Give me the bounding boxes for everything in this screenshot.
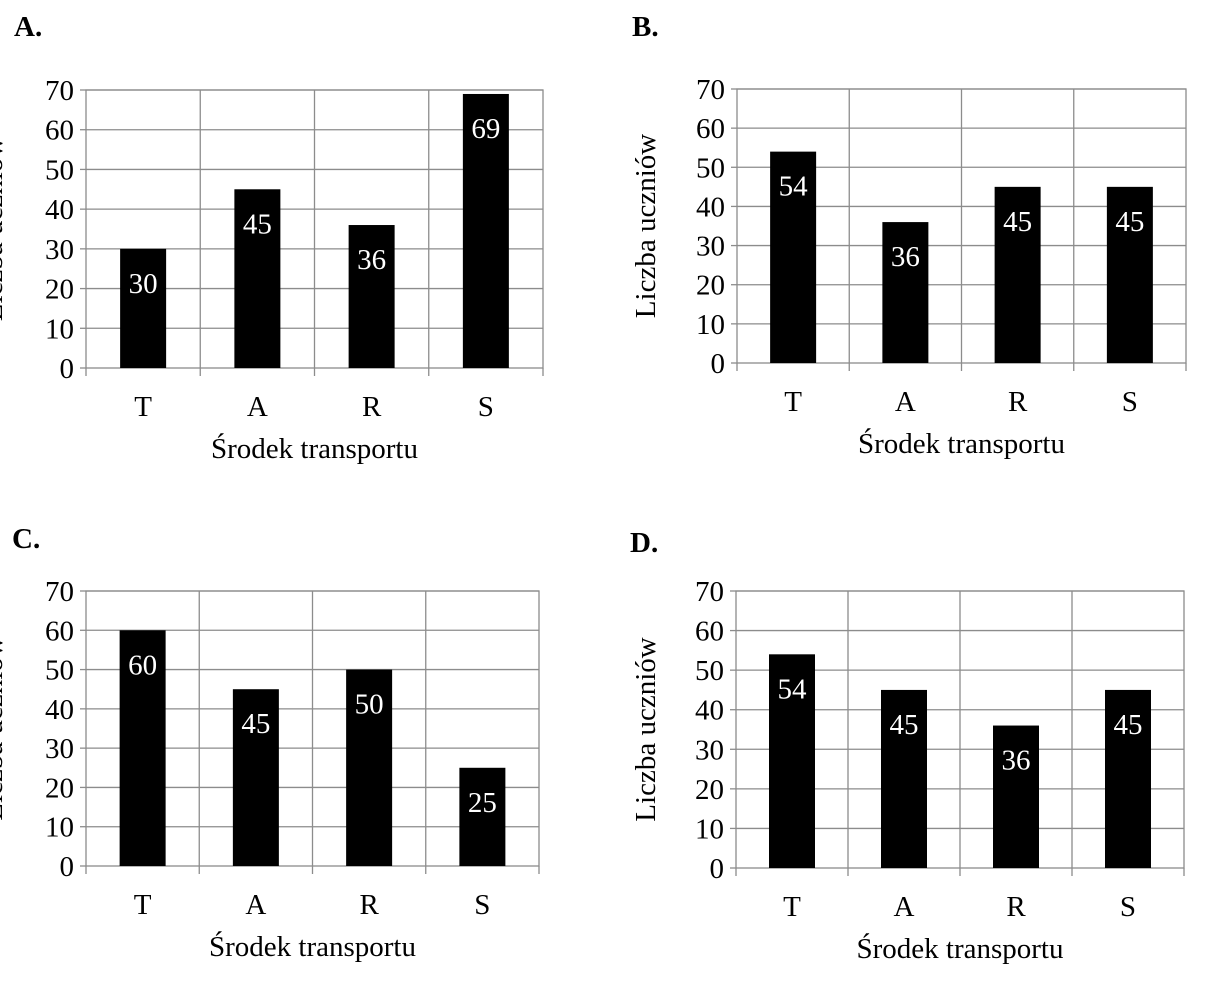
- chart-panel-d: D. 0 10 20 30 40 50 60 70 54 T 45 A 36 R 45 S Środek tran…: [630, 527, 1185, 965]
- chart-2-y-tick-label: 10: [45, 812, 74, 844]
- chart-2-bar-value-label: 45: [241, 708, 270, 740]
- chart-0-bar-a: [234, 189, 281, 368]
- chart-1-panel-label: B.: [632, 11, 659, 43]
- chart-0-y-tick-label: 10: [45, 313, 74, 345]
- chart-0-bar-value-label: 69: [471, 113, 500, 145]
- chart-1-y-tick-label: 20: [696, 270, 725, 302]
- chart-1-x-tick-label: A: [895, 386, 916, 418]
- chart-1-x-tick-label: T: [784, 386, 802, 418]
- chart-3-x-tick-label: R: [1006, 891, 1026, 923]
- chart-0-y-tick-label: 60: [45, 115, 74, 147]
- chart-1-x-axis-label: Środek transportu: [858, 427, 1065, 460]
- chart-0-x-tick-label: A: [247, 391, 268, 423]
- chart-2-bar-value-label: 50: [355, 689, 384, 721]
- chart-2-bar-r: [346, 669, 393, 866]
- chart-3-y-tick-label: 40: [695, 695, 724, 727]
- chart-0-y-tick-label: 20: [45, 274, 74, 306]
- chart-2-bar-s: [459, 767, 506, 866]
- chart-3-bar-t: [769, 654, 815, 868]
- chart-2-y-tick-label: 30: [45, 733, 74, 765]
- chart-0-bar-value-label: 36: [357, 244, 386, 276]
- chart-0-y-tick-label: 50: [45, 154, 74, 186]
- chart-2-panel-label: C.: [12, 523, 40, 555]
- chart-2-y-tick-label: 70: [45, 576, 74, 608]
- chart-3-y-axis-label: Liczba uczniów: [630, 637, 662, 821]
- chart-0-y-axis-label: Liczba uczniów: [0, 137, 9, 321]
- chart-1-bar-s: [1106, 186, 1153, 363]
- chart-0-bar-s: [462, 93, 509, 368]
- chart-3-bar-value-label: 45: [1114, 709, 1143, 741]
- chart-3-y-tick-label: 0: [710, 853, 725, 885]
- chart-1-bar-value-label: 36: [891, 241, 920, 273]
- chart-1-y-tick-label: 70: [696, 74, 725, 106]
- chart-2-y-axis-label: Liczba uczniów: [0, 636, 9, 820]
- chart-2-x-tick-label: T: [134, 889, 152, 921]
- chart-1-x-tick-label: R: [1008, 386, 1028, 418]
- chart-3-x-tick-label: A: [894, 891, 915, 923]
- chart-2-y-tick-label: 50: [45, 655, 74, 687]
- chart-3-y-tick-label: 10: [695, 813, 724, 845]
- chart-2-bar-value-label: 60: [128, 649, 157, 681]
- chart-0-bar-t: [120, 248, 167, 368]
- chart-3-x-axis-label: Środek transportu: [857, 932, 1064, 965]
- chart-0-y-tick-label: 0: [60, 353, 75, 385]
- chart-3-y-tick-label: 20: [695, 774, 724, 806]
- chart-3-panel-label: D.: [630, 527, 658, 559]
- chart-2-bar-a: [232, 689, 279, 866]
- chart-0-y-tick-label: 70: [45, 75, 74, 107]
- chart-panel-c: C. 0 10 20 30 40 50 60 70 60 T 45 A 50 R 25 S Środek tran…: [0, 523, 540, 963]
- chart-0-y-tick-label: 40: [45, 194, 74, 226]
- chart-0-panel-label: A.: [14, 11, 42, 43]
- chart-0-y-tick-label: 30: [45, 234, 74, 266]
- chart-0-bar-r: [348, 225, 395, 368]
- chart-3-x-tick-label: T: [783, 891, 801, 923]
- chart-3-bar-value-label: 54: [778, 673, 808, 705]
- chart-1-bar-value-label: 54: [779, 171, 809, 203]
- chart-1-bar-r: [994, 186, 1041, 363]
- chart-1-y-tick-label: 40: [696, 191, 725, 223]
- chart-1-bar-t: [770, 151, 817, 363]
- chart-0-x-tick-label: S: [478, 391, 494, 423]
- chart-2-y-tick-label: 60: [45, 615, 74, 647]
- chart-panel-b: B. 0 10 20 30 40 50 60 70 54 T 36 A 45 R 45 S Środek tran…: [630, 11, 1187, 460]
- chart-3-y-tick-label: 50: [695, 655, 724, 687]
- chart-2-x-tick-label: R: [359, 889, 379, 921]
- chart-1-y-tick-label: 50: [696, 152, 725, 184]
- chart-3-bar-r: [993, 725, 1039, 868]
- chart-panel-a: A. 0 10 20 30 40 50 60 70 30 T 45 A 36 R 69 S Środek tran…: [0, 11, 544, 465]
- chart-2-x-tick-label: A: [245, 889, 266, 921]
- chart-3-y-tick-label: 60: [695, 616, 724, 648]
- chart-2-x-tick-label: S: [474, 889, 490, 921]
- chart-1-y-tick-label: 60: [696, 113, 725, 145]
- chart-3-y-tick-label: 70: [695, 576, 724, 608]
- chart-1-y-tick-label: 10: [696, 309, 725, 341]
- chart-1-bar-value-label: 45: [1003, 206, 1032, 238]
- chart-2-bar-value-label: 25: [468, 787, 497, 819]
- chart-3-y-tick-label: 30: [695, 734, 724, 766]
- chart-0-x-tick-label: R: [362, 391, 382, 423]
- chart-1-x-tick-label: S: [1122, 386, 1138, 418]
- chart-3-bar-a: [881, 689, 927, 868]
- chart-1-y-tick-label: 30: [696, 231, 725, 263]
- chart-0-bar-value-label: 45: [243, 208, 272, 240]
- chart-2-y-tick-label: 40: [45, 694, 74, 726]
- chart-1-y-tick-label: 0: [711, 348, 726, 380]
- chart-1-bar-value-label: 45: [1115, 206, 1144, 238]
- chart-0-x-axis-label: Środek transportu: [211, 432, 418, 465]
- chart-0-bar-value-label: 30: [129, 268, 158, 300]
- chart-3-bar-value-label: 45: [890, 709, 919, 741]
- chart-1-y-axis-label: Liczba uczniów: [630, 134, 662, 318]
- chart-0-x-tick-label: T: [134, 391, 152, 423]
- chart-3-bar-s: [1105, 689, 1151, 868]
- chart-2-y-tick-label: 20: [45, 772, 74, 804]
- chart-3-bar-value-label: 36: [1002, 745, 1031, 777]
- chart-2-y-tick-label: 0: [60, 851, 75, 883]
- chart-2-x-axis-label: Środek transportu: [209, 930, 416, 963]
- chart-2-bar-t: [119, 630, 166, 866]
- chart-3-x-tick-label: S: [1120, 891, 1136, 923]
- chart-1-bar-a: [882, 222, 929, 363]
